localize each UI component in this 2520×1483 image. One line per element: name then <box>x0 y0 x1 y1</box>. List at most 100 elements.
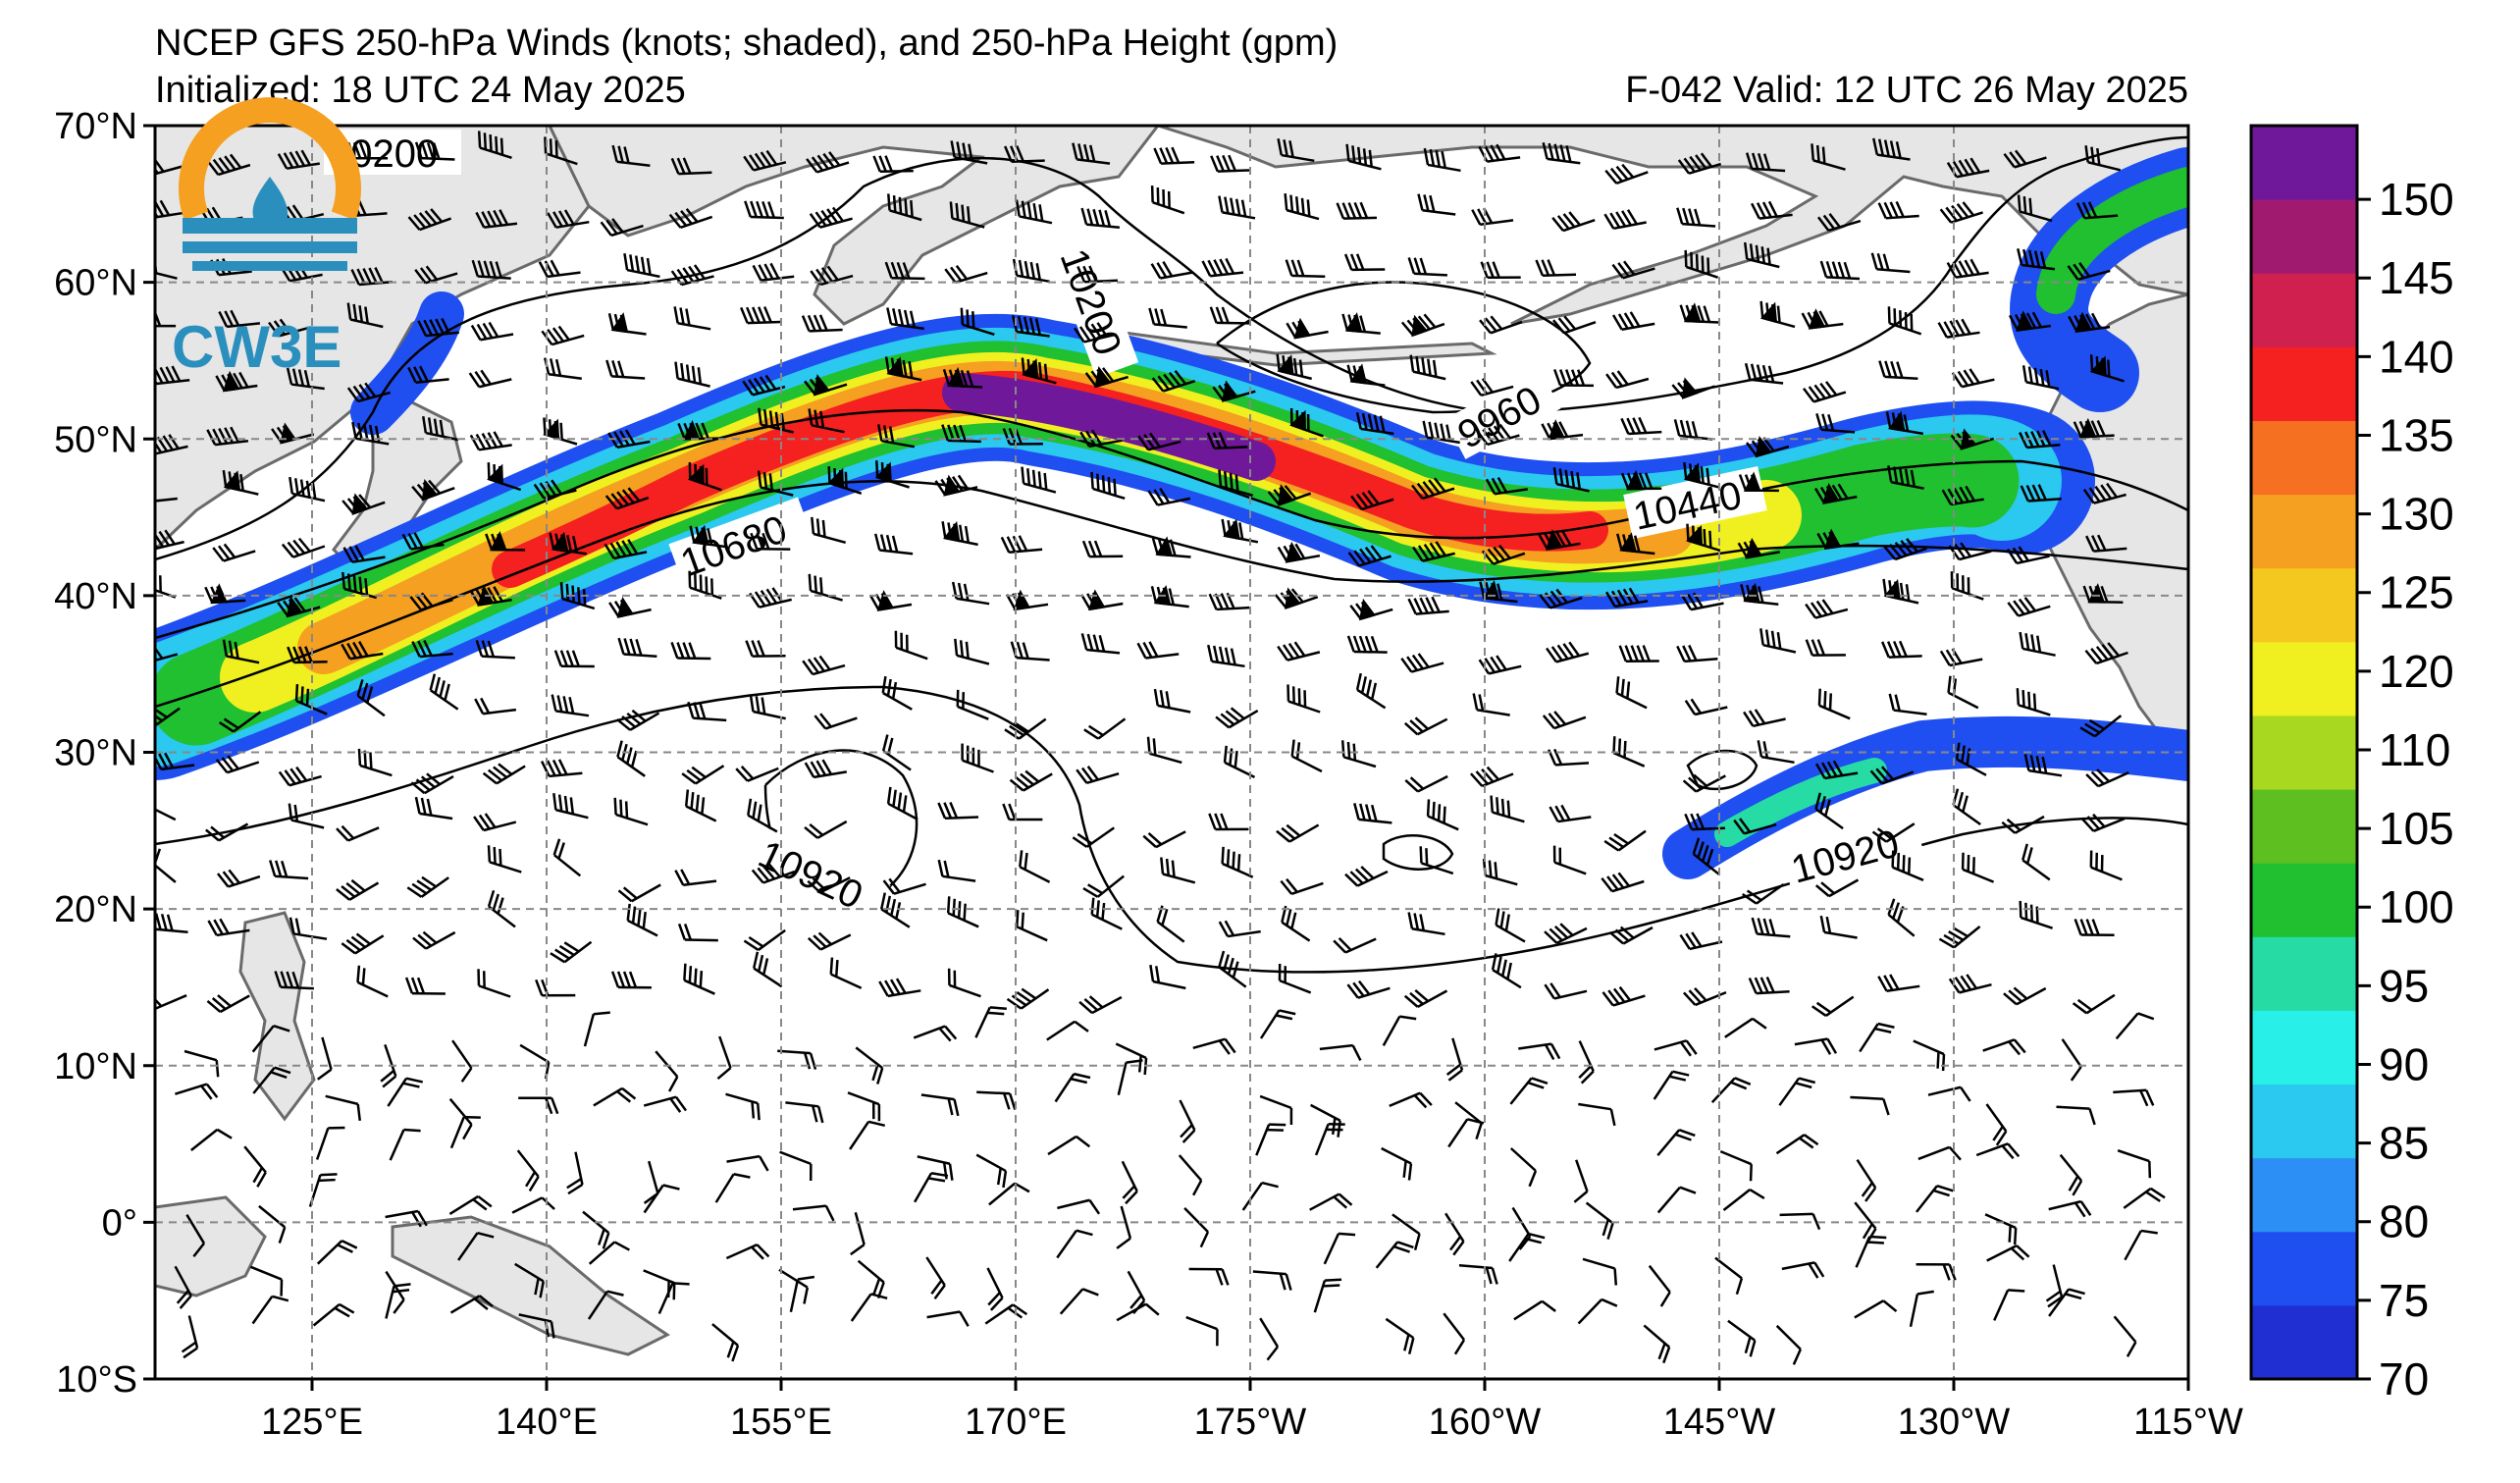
wind-barb <box>878 978 921 998</box>
wind-barb <box>514 1262 545 1298</box>
wind-barb <box>336 878 380 901</box>
lon-label: 125°E <box>261 1402 363 1443</box>
wind-barb <box>1941 485 1984 506</box>
wind-barb <box>1276 353 1312 381</box>
colorbar-label: 75 <box>2379 1275 2429 1326</box>
wind-barb <box>1951 368 1995 389</box>
wind-barb <box>1355 672 1387 710</box>
wind-barb <box>1656 1186 1697 1214</box>
wind-barb <box>1280 877 1324 896</box>
colorbar-segment <box>2251 789 2357 864</box>
wind-barb <box>1076 766 1120 785</box>
wind-barb <box>477 969 511 998</box>
wind-barb <box>2084 642 2128 665</box>
wind-barb <box>1209 306 1250 325</box>
wind-barb <box>1206 432 1248 450</box>
wind-barb <box>1601 872 1645 893</box>
valid-time: F-042 Valid: 12 UTC 26 May 2025 <box>1625 70 2188 111</box>
wind-barb <box>1887 306 1922 336</box>
wind-barb <box>1814 760 1859 780</box>
wind-barb <box>206 153 251 177</box>
wind-barb <box>1869 766 1915 785</box>
wind-barb <box>801 314 843 333</box>
wind-barb <box>657 1282 690 1315</box>
wind-barb <box>317 1036 333 1081</box>
wind-barb <box>174 1265 192 1309</box>
wind-barb <box>206 994 250 1014</box>
wind-barb <box>175 1083 219 1100</box>
wind-barb <box>1241 1181 1279 1211</box>
wind-barb <box>1684 698 1728 716</box>
wind-barb <box>1814 878 1860 898</box>
wind-barb <box>684 789 717 822</box>
wind-barb <box>1443 1312 1466 1355</box>
wind-barb <box>538 259 581 279</box>
wind-barb <box>588 1241 630 1265</box>
wind-barb <box>809 206 853 229</box>
wind-barb <box>1611 260 1655 280</box>
wind-barb <box>1400 313 1445 338</box>
wind-barb <box>1775 1134 1819 1155</box>
wind-barb <box>1620 469 1662 491</box>
land-siberia-kamchatka <box>548 126 1160 326</box>
wind-barb <box>1146 736 1182 765</box>
wind-barb <box>913 1025 958 1042</box>
wind-barb <box>2048 1288 2085 1317</box>
wind-barb <box>473 813 517 832</box>
wind-barb <box>1815 413 1856 434</box>
wind-barb <box>258 1204 287 1244</box>
wind-barb <box>1544 923 1588 944</box>
wind-barb <box>482 763 526 785</box>
wind-barb <box>974 1006 1007 1038</box>
wind-barb <box>882 877 926 895</box>
wind-barb <box>1854 1299 1898 1319</box>
wind-barb <box>1149 964 1186 990</box>
colorbar-label: 105 <box>2379 803 2454 854</box>
wind-barb <box>389 1128 421 1161</box>
wind-barb <box>1802 381 1847 403</box>
wind-barb <box>914 1172 949 1203</box>
land-new-guinea <box>391 1215 670 1356</box>
colorbar-label: 130 <box>2379 489 2454 540</box>
wind-barb <box>1985 1103 2008 1146</box>
colorbar-label: 135 <box>2379 409 2454 460</box>
colorbar-segment <box>2251 346 2357 421</box>
wind-barb <box>1577 1298 1618 1325</box>
wind-barb <box>879 892 911 928</box>
wind-barb <box>1984 1213 2018 1245</box>
wind-barb <box>1746 435 1790 458</box>
wind-barb <box>1491 953 1522 989</box>
contour-small-loop <box>1382 834 1454 871</box>
wind-barb <box>605 359 646 380</box>
wind-barb <box>1673 419 1713 441</box>
wind-barb <box>1183 1207 1210 1248</box>
wind-barb <box>1814 792 1844 830</box>
wind-barb <box>559 582 596 610</box>
wind-barb <box>1759 628 1797 654</box>
wind-barb <box>2067 262 2111 281</box>
lon-label: 130°W <box>1898 1402 2011 1443</box>
map-title: NCEP GFS 250-hPa Winds (knots; shaded), … <box>155 23 1338 64</box>
wind-barb <box>222 469 259 496</box>
wind-barb <box>449 1115 481 1149</box>
wind-barb <box>942 367 983 389</box>
wind-barb <box>1188 1267 1230 1286</box>
wind-barb <box>1284 192 1320 221</box>
wind-barb <box>742 374 786 397</box>
wind-barb <box>778 1268 810 1304</box>
colorbar-label: 95 <box>2379 960 2429 1011</box>
wind-barb <box>1278 964 1312 994</box>
wind-barb <box>743 928 786 951</box>
wind-barb <box>1404 774 1448 793</box>
wind-barb <box>758 407 794 434</box>
wind-barb <box>2113 1315 2137 1357</box>
wind-barb <box>215 370 258 393</box>
wind-barb <box>814 713 858 730</box>
wind-barb <box>1993 1289 2025 1321</box>
wind-barb <box>1116 1302 1160 1322</box>
wind-barb <box>881 675 913 711</box>
colorbar-label: 80 <box>2379 1196 2429 1247</box>
wind-barb <box>1136 641 1180 660</box>
wind-barb <box>1090 897 1123 930</box>
wind-barb <box>1207 644 1245 668</box>
